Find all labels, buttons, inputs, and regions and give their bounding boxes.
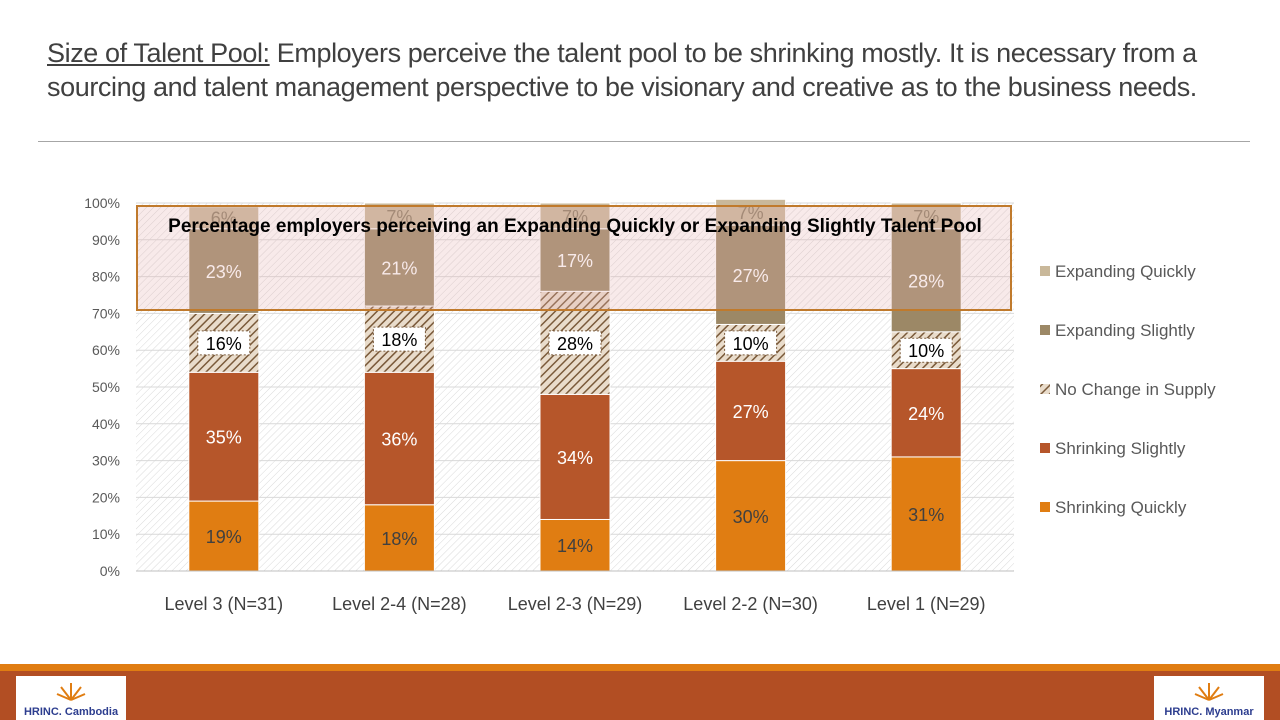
bar-segment-expanding-quickly <box>363 202 435 230</box>
y-tick-label: 70% <box>92 305 120 321</box>
data-label-expanding-slightly: 27% <box>733 266 769 286</box>
highlight-box <box>136 205 1012 311</box>
data-label-shrinking-slightly: 34% <box>557 448 593 468</box>
data-label-shrinking-slightly: 35% <box>206 428 242 448</box>
data-label-expanding-quickly: 7% <box>738 203 764 223</box>
title-divider <box>38 141 1250 142</box>
data-label-shrinking-quickly: 31% <box>908 505 944 525</box>
y-tick-label: 0% <box>100 563 120 579</box>
data-label-shrinking-slightly: 24% <box>908 404 944 424</box>
y-tick-label: 20% <box>92 489 120 505</box>
title-lead: Size of Talent Pool: <box>47 38 270 68</box>
data-label-shrinking-quickly: 30% <box>733 507 769 527</box>
logo-hrinc-cambodia: HRINC. Cambodia <box>16 676 126 720</box>
bar-segment-expanding-slightly <box>188 228 260 314</box>
highlight-caption: Percentage employers perceiving an Expan… <box>168 216 982 237</box>
bar-segment-shrinking-quickly <box>890 456 962 572</box>
y-tick-label: 10% <box>92 526 120 542</box>
legend-label-shrinking-slightly: Shrinking Slightly <box>1055 439 1186 458</box>
legend-label-expanding-quickly: Expanding Quickly <box>1055 262 1196 281</box>
bar-segment-expanding-quickly <box>715 198 787 226</box>
data-label-expanding-slightly: 28% <box>908 271 944 291</box>
y-tick-label: 50% <box>92 379 120 395</box>
bar-segment-expanding-slightly <box>715 224 787 325</box>
data-label-shrinking-slightly: 27% <box>733 402 769 422</box>
logo-right-text: HRINC. Myanmar <box>1164 706 1254 718</box>
title-rest: Employers perceive the talent pool to be… <box>47 38 1197 102</box>
data-label-no-change-in-supply: 10% <box>733 334 769 354</box>
legend-swatch-shrinking-slightly <box>1040 443 1050 453</box>
data-label-expanding-quickly: 6% <box>211 209 237 229</box>
data-label-shrinking-quickly: 18% <box>381 529 417 549</box>
data-label-no-change-in-supply: 18% <box>381 330 417 350</box>
y-tick-label: 40% <box>92 416 120 432</box>
data-label-expanding-quickly: 7% <box>562 207 588 227</box>
bar-segment-shrinking-slightly <box>715 360 787 462</box>
bar-segment-expanding-quickly <box>890 202 962 230</box>
bar-segment-expanding-slightly <box>539 228 611 292</box>
data-label-shrinking-quickly: 19% <box>206 527 242 547</box>
data-label-expanding-slightly: 23% <box>206 262 242 282</box>
x-category-label: Level 1 (N=29) <box>867 594 986 614</box>
data-label-no-change-in-supply: 28% <box>557 334 593 354</box>
y-tick-label: 100% <box>84 195 120 211</box>
logo-hrinc-myanmar: HRINC. Myanmar <box>1154 676 1264 720</box>
legend-label-shrinking-quickly: Shrinking Quickly <box>1055 498 1187 517</box>
bar-segment-shrinking-slightly <box>188 371 260 502</box>
bar-segment-shrinking-quickly <box>715 460 787 572</box>
footer-stripe <box>0 664 1280 671</box>
bar-segment-shrinking-quickly <box>188 500 260 572</box>
data-label-shrinking-slightly: 36% <box>381 430 417 450</box>
legend-swatch-expanding-quickly <box>1040 266 1050 276</box>
data-label-expanding-slightly: 21% <box>381 258 417 278</box>
legend-label-no-change-in-supply: No Change in Supply <box>1055 380 1216 399</box>
data-label-box <box>372 326 426 352</box>
bar-segment-shrinking-quickly <box>363 504 435 572</box>
data-label-no-change-in-supply: 16% <box>206 334 242 354</box>
slide-title: Size of Talent Pool: Employers perceive … <box>47 36 1247 104</box>
bar-segment-shrinking-slightly <box>890 368 962 458</box>
legend-swatch-expanding-slightly <box>1040 325 1050 335</box>
bar-segment-expanding-quickly <box>539 202 611 230</box>
x-category-label: Level 2-3 (N=29) <box>508 594 643 614</box>
y-tick-label: 80% <box>92 269 120 285</box>
data-label-box <box>724 330 778 356</box>
data-label-expanding-quickly: 7% <box>913 207 939 227</box>
bar-segment-shrinking-slightly <box>539 393 611 520</box>
data-label-box <box>548 330 602 356</box>
data-label-expanding-slightly: 17% <box>557 251 593 271</box>
legend-label-expanding-slightly: Expanding Slightly <box>1055 321 1195 340</box>
x-category-label: Level 2-4 (N=28) <box>332 594 467 614</box>
y-tick-label: 30% <box>92 453 120 469</box>
sunburst-icon <box>1194 683 1224 701</box>
data-label-box <box>197 330 251 356</box>
bar-segment-expanding-slightly <box>363 228 435 307</box>
stacked-bar-chart: 19% 35% 16% 23% 6% 18% 36% 18% 21% 7% 14% 34% 28% 17%… <box>84 195 1216 614</box>
x-category-label: Level 3 (N=31) <box>165 594 284 614</box>
legend-swatch-no-change-in-supply <box>1040 384 1050 394</box>
data-label-no-change-in-supply: 10% <box>908 341 944 361</box>
bar-segment-expanding-slightly <box>890 228 962 333</box>
bar-segment-shrinking-slightly <box>363 371 435 506</box>
legend-swatch-shrinking-quickly <box>1040 502 1050 512</box>
data-label-shrinking-quickly: 14% <box>557 536 593 556</box>
footer-band <box>0 664 1280 720</box>
sunburst-icon <box>56 683 86 701</box>
data-label-box <box>899 337 953 363</box>
y-tick-label: 60% <box>92 342 120 358</box>
x-category-label: Level 2-2 (N=30) <box>683 594 818 614</box>
bar-segment-shrinking-quickly <box>539 518 611 572</box>
logo-left-text: HRINC. Cambodia <box>23 706 119 718</box>
data-label-expanding-quickly: 7% <box>386 207 412 227</box>
y-tick-label: 90% <box>92 232 120 248</box>
